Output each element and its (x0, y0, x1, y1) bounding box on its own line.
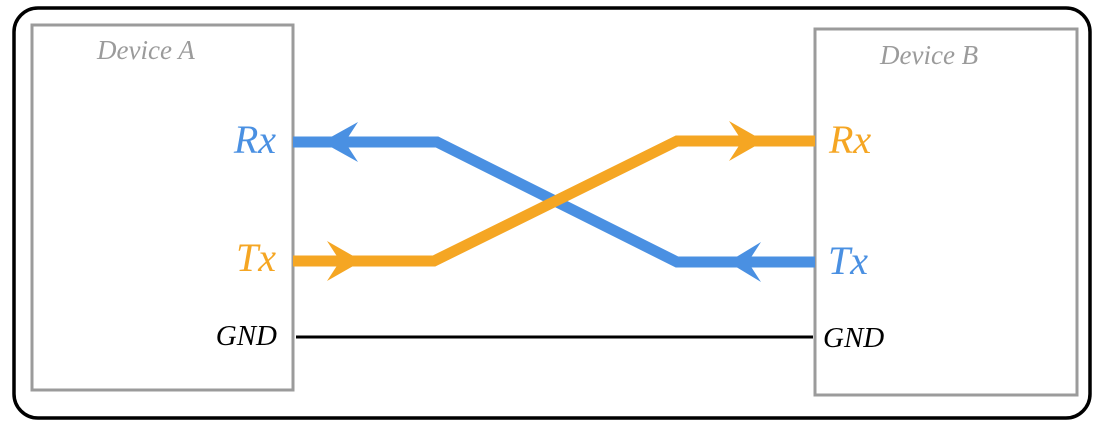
device-b-title: Device B (880, 40, 979, 70)
device-b-tx-label: Tx (828, 238, 868, 283)
device-a-rx-label: Rx (233, 117, 276, 162)
arrow-left-icon (728, 242, 761, 282)
device-b-box (813, 27, 1079, 397)
wire-a-tx-to-b-rx (293, 135, 815, 267)
device-a-title: Device A (97, 35, 195, 65)
device-a-box (30, 23, 295, 392)
device-b-gnd-label: GND (823, 322, 885, 354)
arrow-left-icon (322, 122, 358, 162)
outer-frame (12, 6, 1092, 420)
device-b-rx-label: Rx (829, 117, 872, 162)
device-a-tx-label: Tx (236, 235, 276, 280)
arrow-right-icon (327, 241, 362, 281)
device-a-gnd-label: GND (215, 320, 277, 352)
arrow-right-icon (729, 121, 764, 161)
